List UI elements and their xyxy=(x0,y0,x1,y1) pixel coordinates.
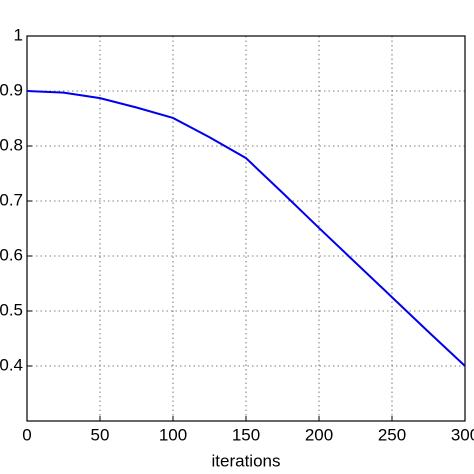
x-axis-label: iterations xyxy=(212,451,281,470)
y-tick-label: 0.5 xyxy=(0,300,23,319)
plot-frame xyxy=(26,35,466,422)
x-tick-label: 0 xyxy=(22,425,31,444)
y-tick-label: 0.9 xyxy=(0,80,23,99)
y-tick-label: 0.6 xyxy=(0,245,23,264)
x-tick-label: 250 xyxy=(378,425,406,444)
x-tick-label: 50 xyxy=(91,425,110,444)
x-tick-label: 200 xyxy=(305,425,333,444)
y-tick-label: 0.7 xyxy=(0,190,23,209)
y-tick-label: 0.8 xyxy=(0,135,23,154)
data-line xyxy=(26,90,466,367)
x-tick-label: 150 xyxy=(232,425,260,444)
y-tick-label: 1 xyxy=(14,25,23,44)
x-tick-label: 100 xyxy=(159,425,187,444)
x-tick-label: 300 xyxy=(451,425,474,444)
y-tick-label: 0.4 xyxy=(0,355,23,374)
